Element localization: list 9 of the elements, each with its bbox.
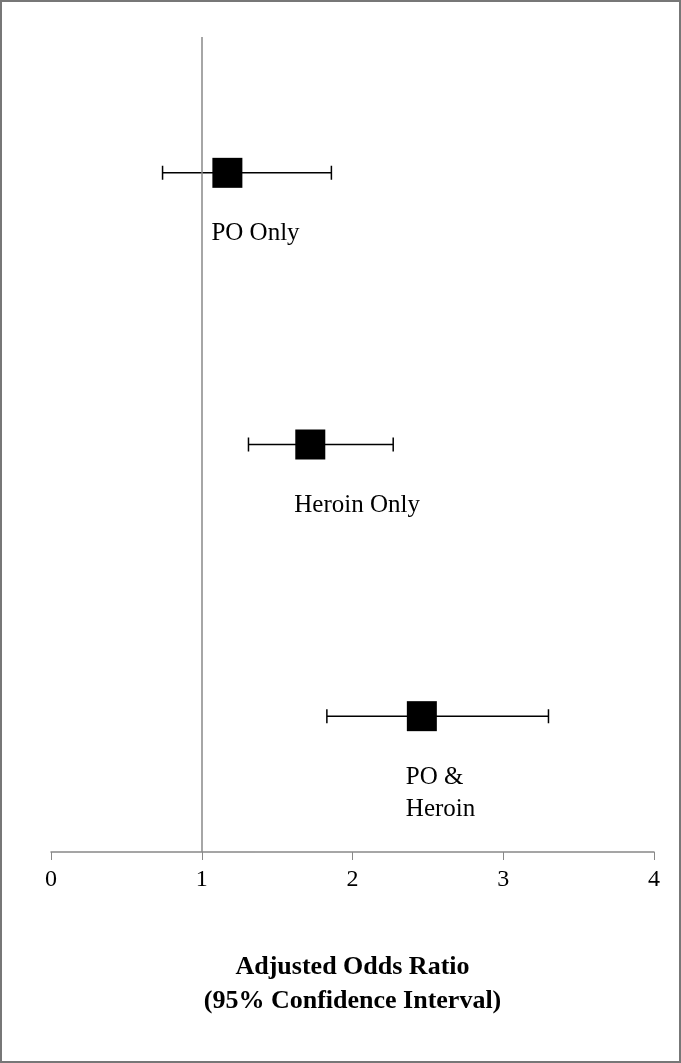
y-tick-label: PO & Heroin bbox=[405, 761, 476, 821]
x-axis-title: Adjusted Odds Ratio (95% Confidence Interval) bbox=[203, 950, 502, 1014]
y-tick-label: PO Only bbox=[211, 218, 301, 246]
y-tick-label: Heroin Only bbox=[294, 490, 421, 517]
x-tick-label: 1 bbox=[195, 865, 208, 891]
x-tick-label: 2 bbox=[346, 865, 359, 891]
x-tick-label: 0 bbox=[45, 865, 57, 891]
x-tick-label: 4 bbox=[648, 865, 660, 891]
x-tick-label: 3 bbox=[497, 865, 510, 891]
